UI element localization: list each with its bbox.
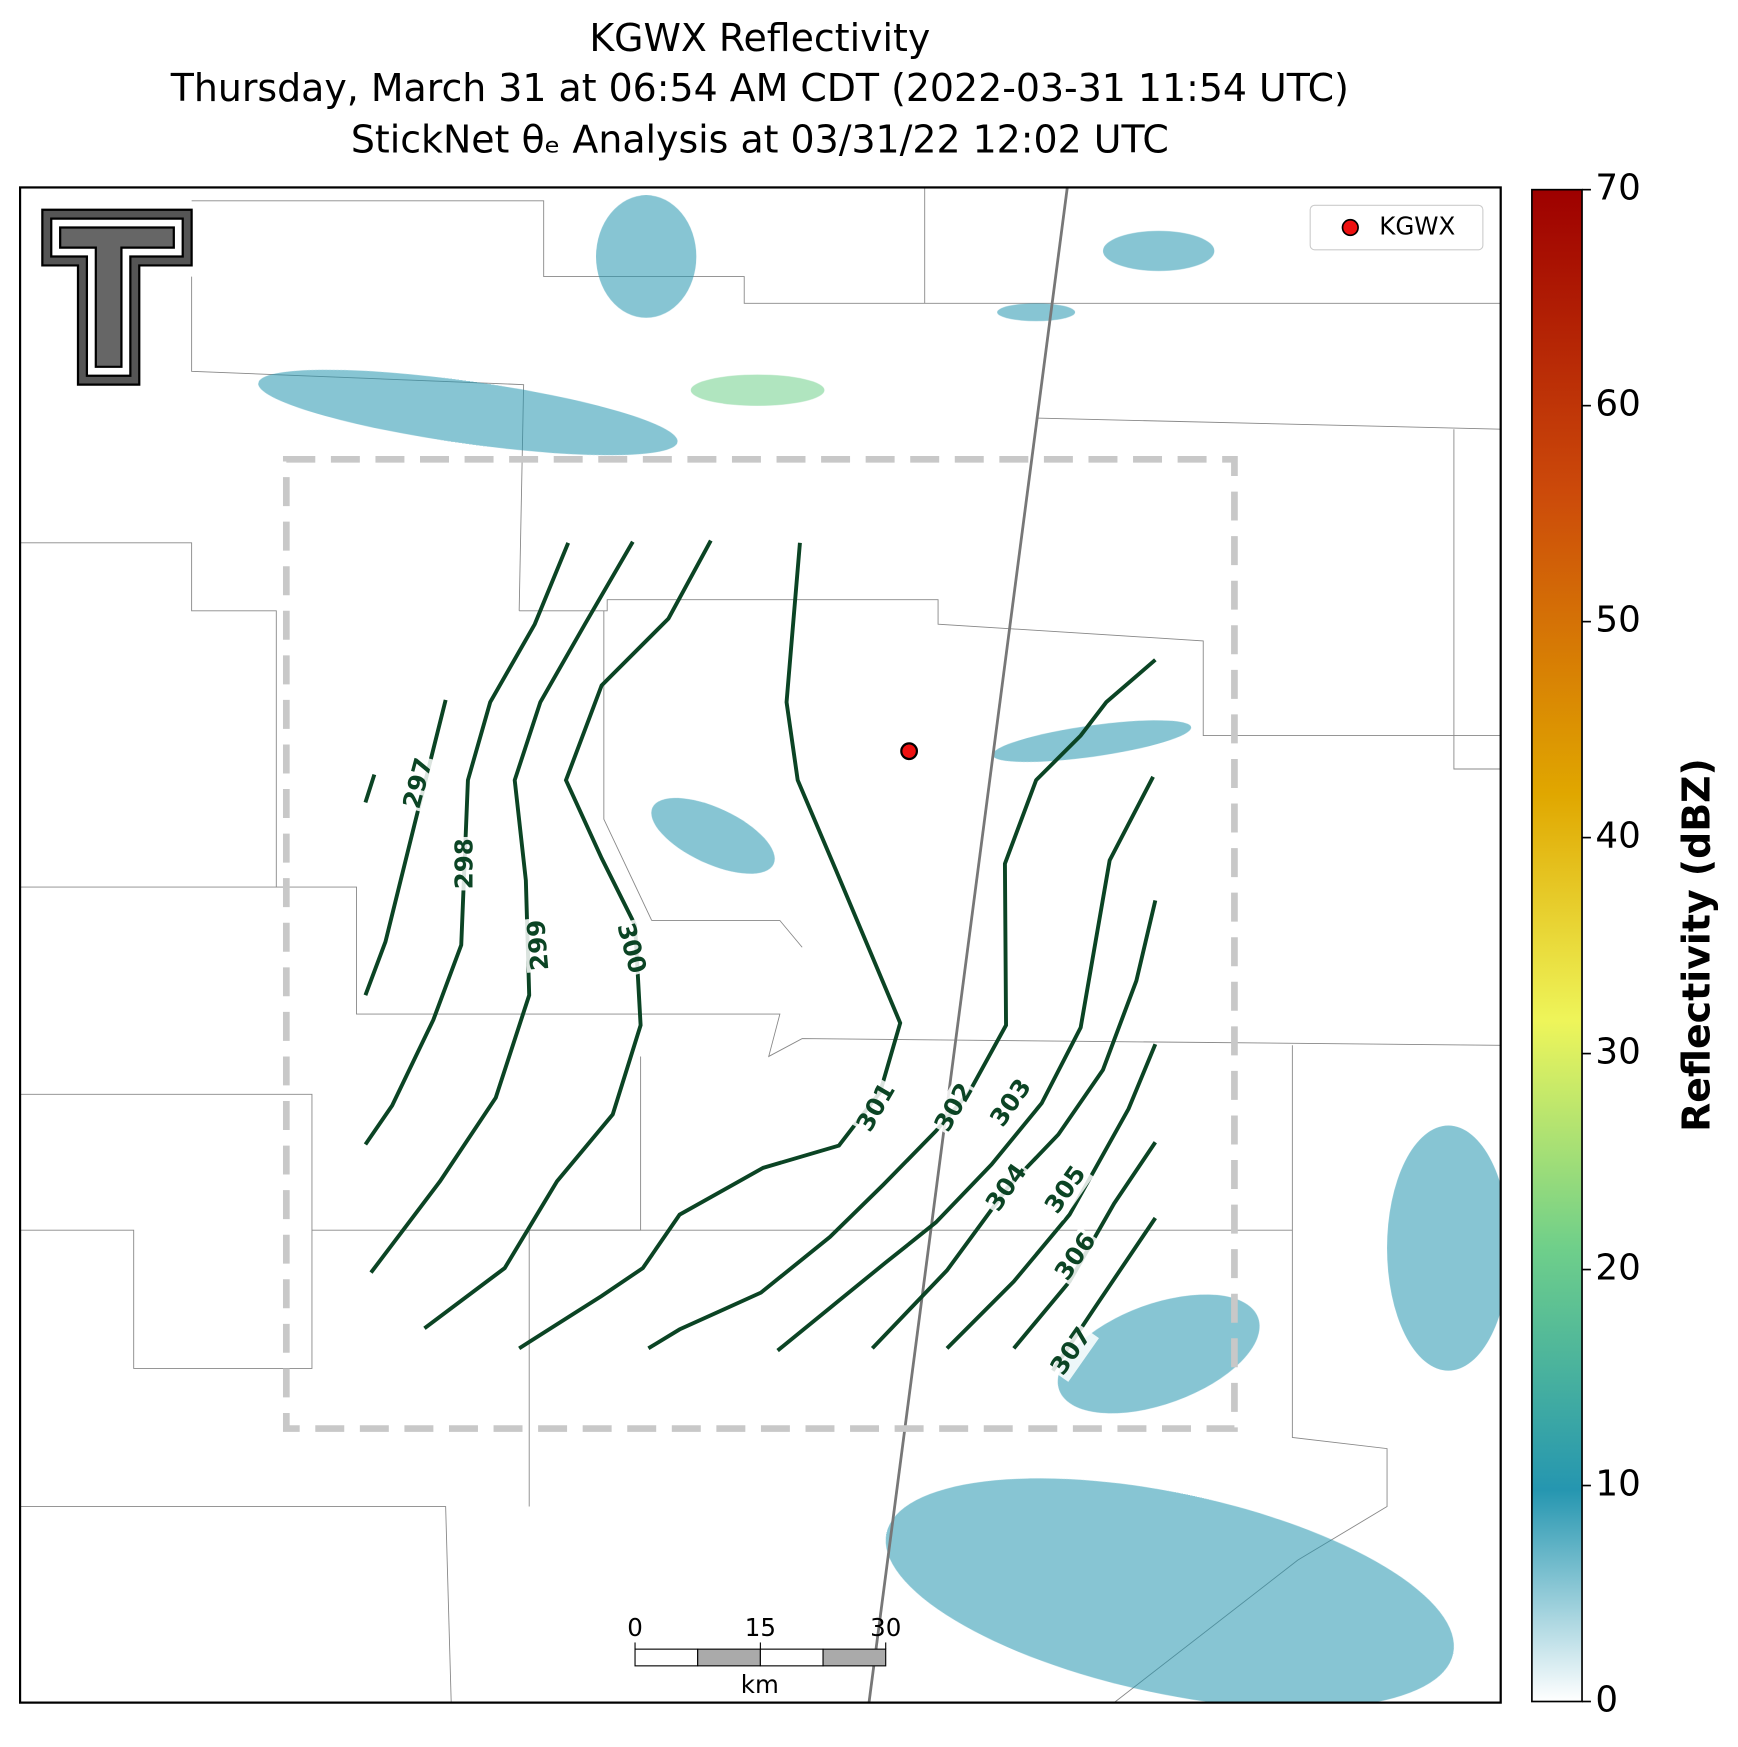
legend-label: KGWX [1379,212,1455,241]
colorbar-tick-label: 40 [1595,816,1640,857]
contour-label: 299 [521,918,554,971]
counties [20,187,1501,1703]
contour-label-bg [1049,1226,1104,1288]
legend: KGWX [1309,204,1484,251]
scalebar-tick-label: 30 [870,1613,901,1642]
contour-label-bg [850,1077,903,1139]
contour-label-bg [1038,1159,1094,1221]
scalebar-unit: km [741,1670,779,1699]
scalebar-tick-label: 15 [745,1613,776,1642]
contour-label-bg [984,1073,1039,1134]
contour-label-bg [522,917,556,973]
contour-line [870,900,1158,1350]
contour-line [945,1043,1158,1350]
contour-label-bg [397,753,440,814]
contour-label-bg [979,1157,1035,1219]
scalebar-tick-label: 0 [627,1613,643,1642]
radar-track [867,187,1069,1703]
contour-label: 298 [450,838,479,889]
legend-box [1309,204,1484,251]
scalebar-segment [697,1648,761,1667]
scalebar-segment [634,1648,699,1667]
subtitle: StickNet θₑ Analysis at 03/31/22 12:02 U… [351,117,1169,161]
contour-line [369,540,635,1274]
subtitle: Thursday, March 31 at 06:54 AM CDT (2022… [170,66,1349,110]
map-frame [18,186,1502,1704]
contour-label-bg [609,918,652,978]
colorbar-ticks: 0 10 20 30 40 50 60 70 [1582,168,1641,1721]
legend-marker [1341,218,1359,237]
colorbar-tick-label: 0 [1595,1680,1618,1721]
logo [41,208,193,386]
colorbar-tick-label: 20 [1595,1248,1640,1289]
colorbar-tick-label: 30 [1595,1032,1640,1073]
scalebar: 0 15 30 km [627,1613,901,1699]
radar-site [900,742,919,761]
contour-label-bg [1044,1321,1099,1382]
colorbar-label: Reflectivity (dBZ) [1675,758,1719,1132]
titles: KGWX Reflectivity Thursday, March 31 at … [170,16,1349,161]
analysis-domain [282,455,1238,1432]
colorbar [1531,188,1583,1703]
colorbar-tick-label: 10 [1595,1464,1640,1505]
contour-label-bg [928,1077,981,1139]
contour-label-bg [451,836,481,891]
colorbar-tick-label: 50 [1595,600,1640,641]
scalebar-segment [822,1648,887,1667]
colorbar-tick-label: 60 [1595,384,1640,425]
title: KGWX Reflectivity [589,16,930,60]
contour-line [776,775,1155,1353]
radar-echoes [258,195,1501,1703]
colorbar-tick-label: 70 [1595,168,1640,209]
map-background [20,187,1501,1703]
scalebar-segment [759,1648,824,1667]
